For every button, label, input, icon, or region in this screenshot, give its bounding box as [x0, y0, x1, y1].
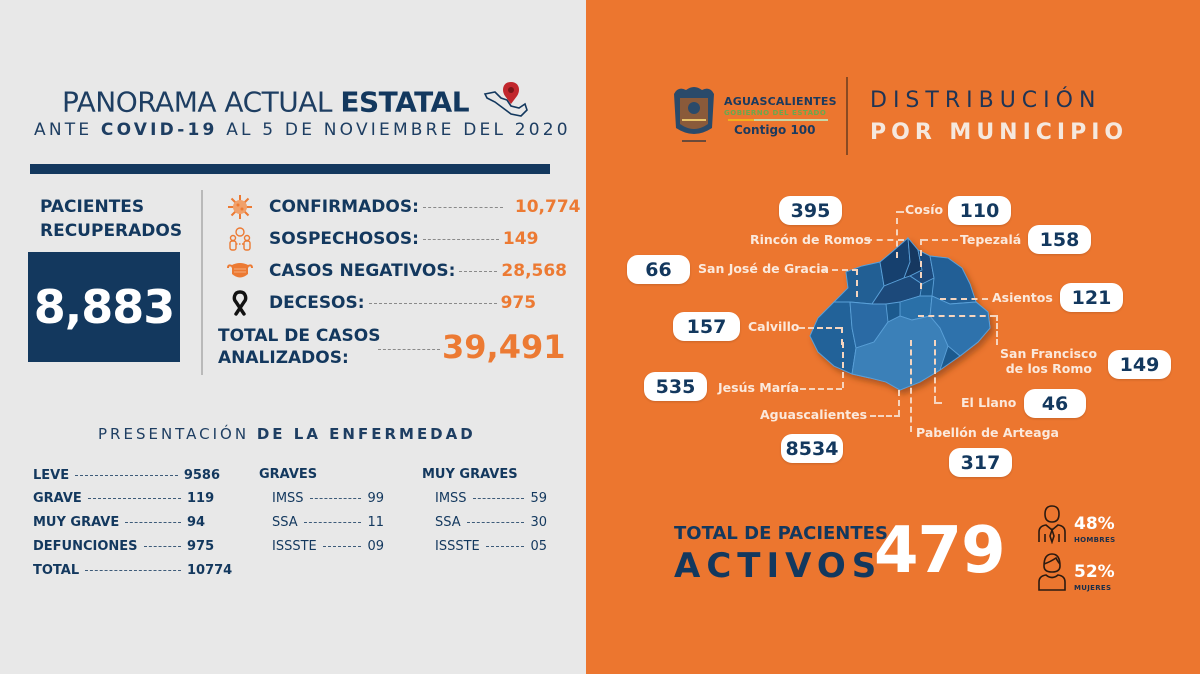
- active-value: 479: [874, 514, 1006, 588]
- muy-graves-row: IMSS 59: [435, 490, 547, 506]
- summary-row: LEVE 9586: [33, 467, 220, 483]
- active-label-big: ACTIVOS: [674, 546, 883, 586]
- summary-row: TOTAL 10774: [33, 562, 233, 578]
- suspects-icon: [225, 226, 255, 252]
- stat-negative: CASOS NEGATIVOS: 28,568: [225, 257, 567, 285]
- municipio-label-jesus-maria: Jesús María: [718, 380, 800, 395]
- graves-row: ISSSTE 09: [272, 538, 384, 554]
- vertical-divider: [201, 190, 203, 375]
- mourning-ribbon-icon: [225, 290, 255, 316]
- recovered-value: 8,883: [33, 280, 176, 334]
- recovered-label: PACIENTES RECUPERADOS: [40, 197, 183, 241]
- municipio-label-san-jose-de-gracia: San José de Gracia: [698, 261, 829, 276]
- presentation-title: PRESENTACIÓN DE LA ENFERMEDAD: [98, 425, 476, 443]
- stat-confirmed: CONFIRMADOS: 10,774: [225, 193, 580, 221]
- graves-row: IMSS 99: [272, 490, 384, 506]
- summary-row: MUY GRAVE 94: [33, 514, 206, 530]
- municipio-label-calvillo: Calvillo: [748, 319, 800, 334]
- municipio-label-cosio: Cosío: [905, 202, 944, 217]
- header-divider: [30, 164, 550, 174]
- men-percent: 48%: [1074, 514, 1115, 534]
- logo-government: GOBIERNO DEL ESTADO: [724, 109, 827, 117]
- aguascalientes-map: [800, 232, 1010, 402]
- woman-icon: [1036, 552, 1068, 596]
- municipio-value-pabellon-de-arteaga: 317: [949, 448, 1012, 477]
- graves-row: SSA 11: [272, 514, 384, 530]
- stat-suspected: SOSPECHOSOS: 149: [225, 225, 538, 253]
- active-label: TOTAL DE PACIENTES: [674, 523, 888, 544]
- municipio-value-asientos: 121: [1060, 283, 1123, 312]
- graves-header: GRAVES: [259, 467, 318, 482]
- logo-divider: [846, 77, 848, 155]
- summary-row: DEFUNCIONES 975: [33, 538, 215, 554]
- municipio-label-pabellon-de-arteaga: Pabellón de Arteaga: [916, 425, 1059, 440]
- mexico-map-pin-icon: [481, 80, 531, 127]
- total-analyzed-label: TOTAL DE CASOS ANALIZADOS:: [218, 326, 381, 368]
- left-panel: PANORAMA ACTUAL ESTATAL ANTE COVID-19 AL…: [0, 0, 586, 674]
- women-percent: 52%: [1074, 562, 1115, 582]
- municipio-label-rincon-de-romos: Rincón de Romos: [750, 232, 872, 247]
- municipio-label-san-francisco-de-los-romo: San Francisco de los Romo: [1000, 346, 1098, 376]
- municipio-value-calvillo: 157: [673, 312, 740, 341]
- muy-graves-header: MUY GRAVES: [422, 467, 518, 482]
- page-subtitle: ANTE COVID-19 AL 5 DE NOVIEMBRE DEL 2020: [34, 120, 571, 140]
- municipio-value-san-jose-de-gracia: 66: [627, 255, 690, 284]
- municipio-value-jesus-maria: 535: [644, 372, 707, 401]
- virus-icon: [225, 194, 255, 220]
- distribution-subtitle: POR MUNICIPIO: [870, 120, 1129, 145]
- municipio-value-rincon-de-romos: 395: [779, 196, 842, 225]
- men-label: HOMBRES: [1074, 536, 1116, 544]
- summary-row: GRAVE 119: [33, 490, 215, 506]
- state-coat-of-arms-logo: [668, 84, 720, 146]
- municipio-value-cosio: 110: [948, 196, 1011, 225]
- recovered-value-box: 8,883: [28, 252, 180, 362]
- municipio-value-aguascalientes: 8534: [781, 434, 843, 463]
- municipio-value-tepezala: 158: [1028, 225, 1091, 254]
- municipio-value-el-llano: 46: [1024, 389, 1086, 418]
- logo-state-name: AGUASCALIENTES: [724, 95, 837, 108]
- distribution-title: DISTRIBUCIÓN: [870, 88, 1102, 113]
- man-icon: [1036, 504, 1068, 548]
- municipio-label-aguascalientes: Aguascalientes: [760, 407, 868, 422]
- mask-icon: [225, 260, 255, 282]
- page-title: PANORAMA ACTUAL ESTATAL: [62, 80, 531, 127]
- women-label: MUJERES: [1074, 584, 1112, 592]
- total-analyzed-value: 39,491: [442, 328, 566, 366]
- muy-graves-row: SSA 30: [435, 514, 547, 530]
- muy-graves-row: ISSSTE 05: [435, 538, 547, 554]
- stat-deaths: DECESOS: 975: [225, 289, 536, 317]
- municipio-value-san-francisco-de-los-romo: 149: [1108, 350, 1171, 379]
- municipio-label-el-llano: El Llano: [961, 395, 1017, 410]
- municipio-label-asientos: Asientos: [992, 290, 1053, 305]
- municipio-label-tepezala: Tepezalá: [960, 232, 1022, 247]
- logo-slogan: Contigo 100: [734, 123, 816, 137]
